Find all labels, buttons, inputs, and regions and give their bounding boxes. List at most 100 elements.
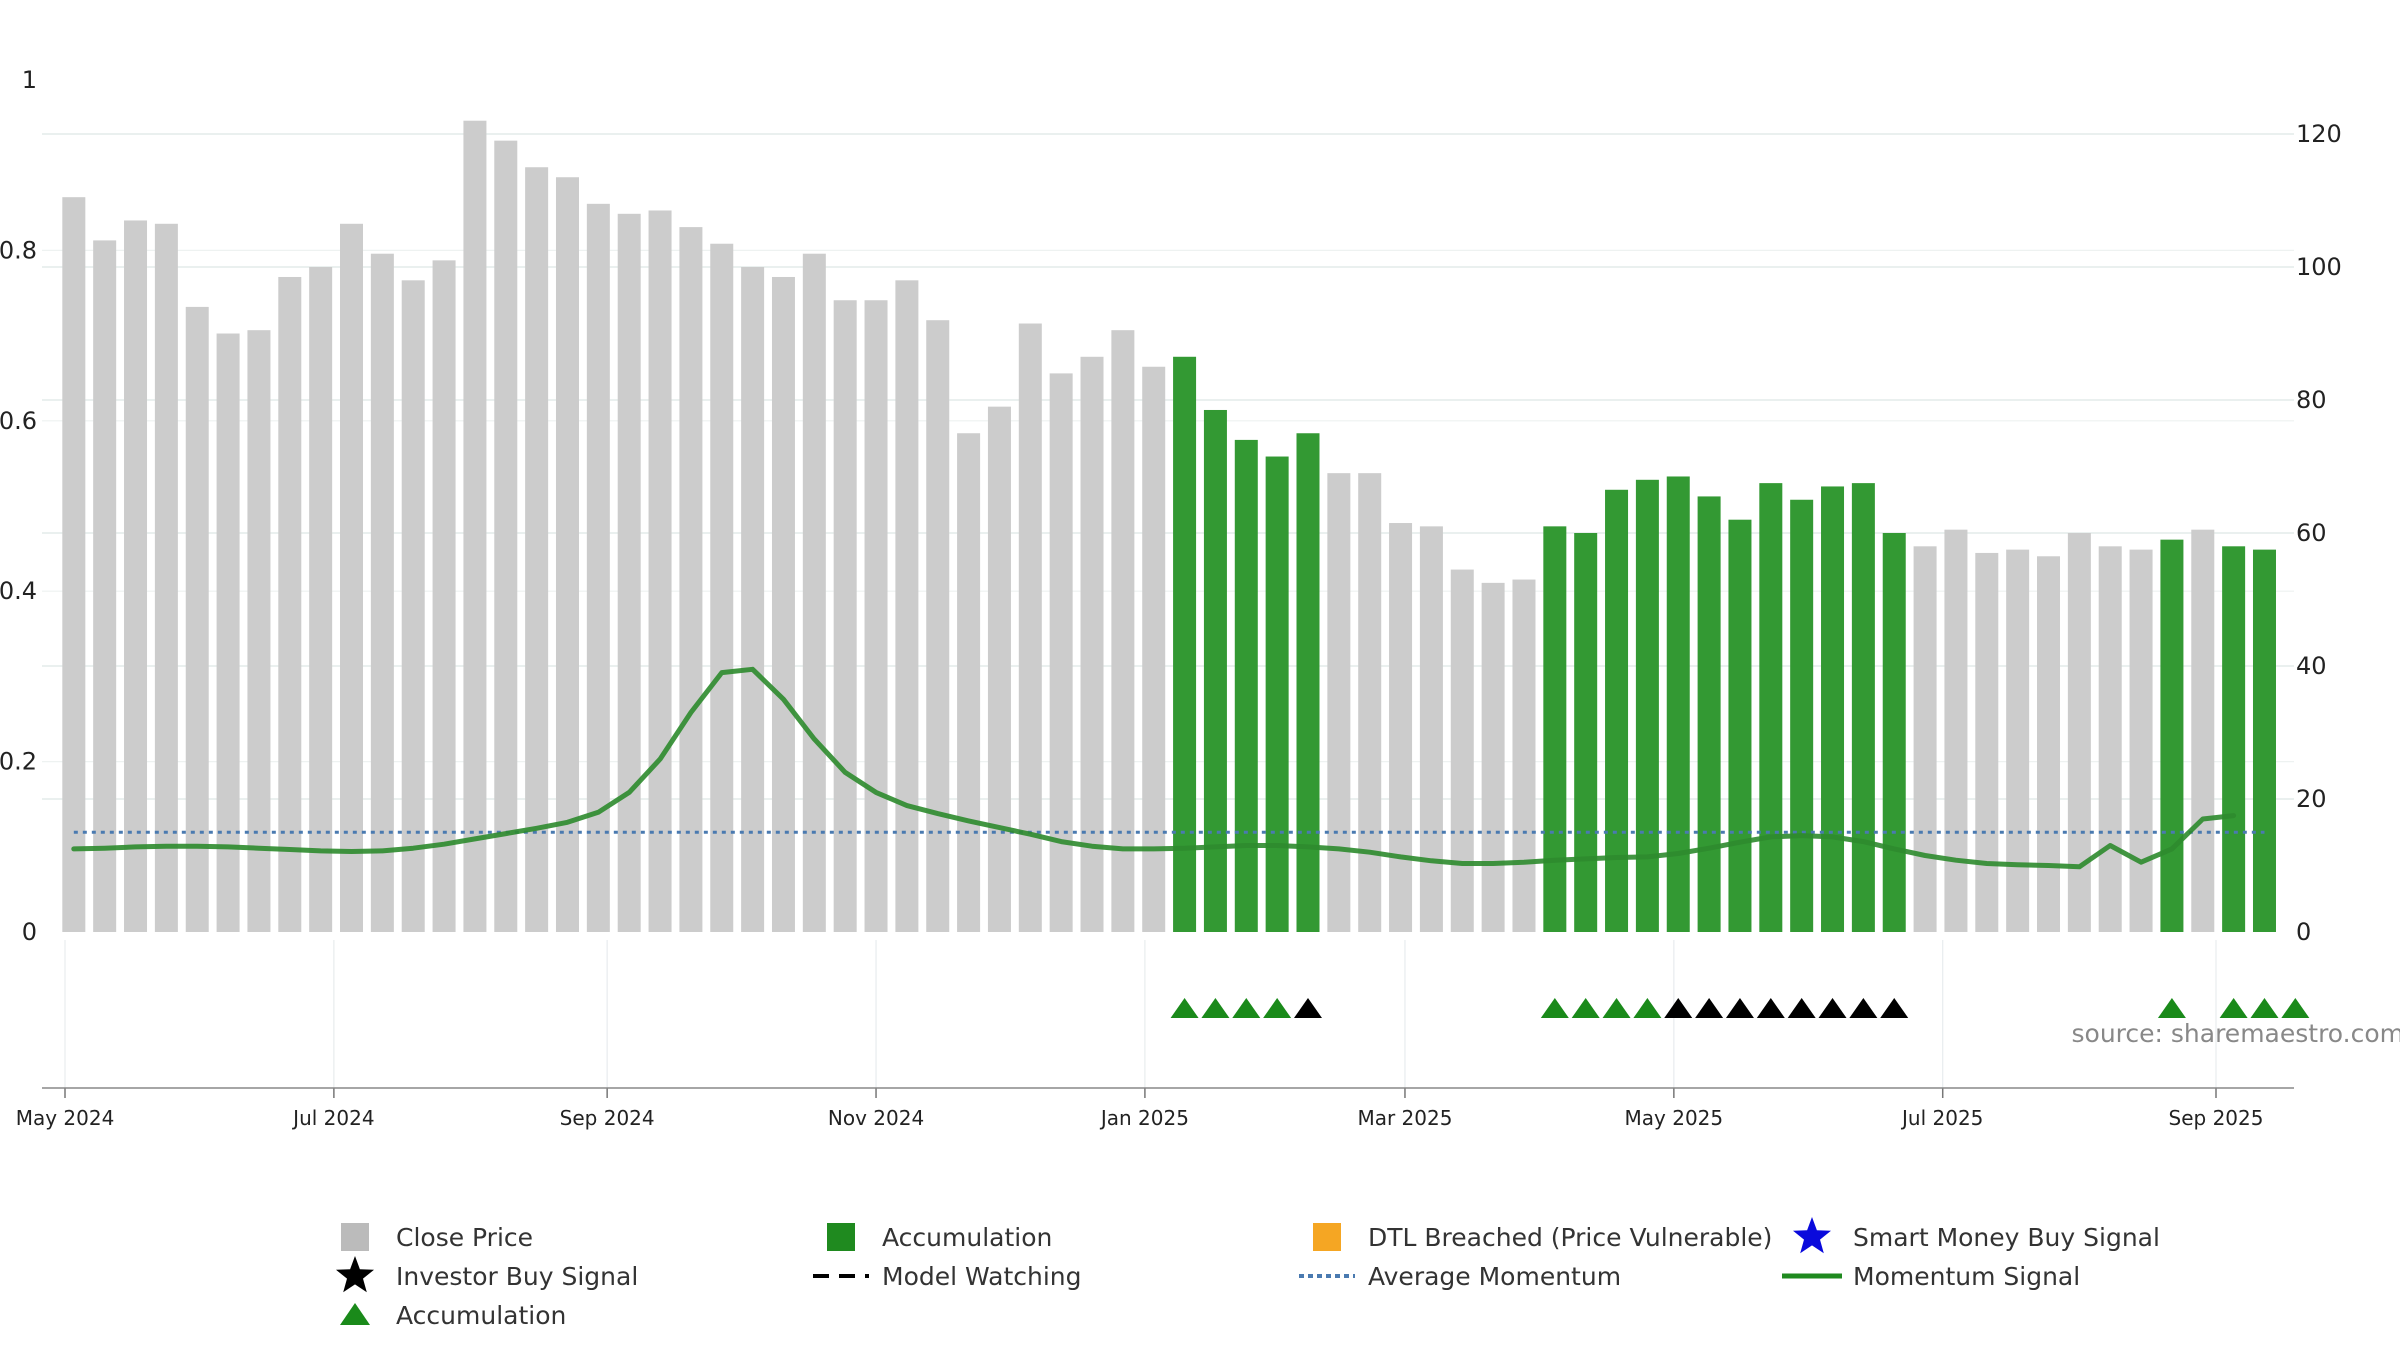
close-price-bar: [833, 300, 857, 932]
close-price-bar: [957, 433, 981, 932]
legend-label: Accumulation: [396, 1301, 566, 1330]
close-price-bar: [216, 333, 240, 932]
accumulation-triangle: [1232, 998, 1261, 1018]
close-price-bar: [154, 223, 178, 932]
left-tick-label: 0.8: [0, 236, 37, 264]
momentum-signal-line: [71, 666, 2237, 870]
investor-buy-triangle: [1293, 998, 1322, 1018]
legend-star-icon: [336, 1256, 374, 1293]
close-price-bar: [185, 306, 209, 932]
accumulation-triangle: [1571, 998, 1600, 1018]
accumulation-bar: [1882, 533, 1906, 932]
accumulation-bar: [1265, 456, 1289, 932]
close-price-bar: [1944, 529, 1968, 932]
close-price-bar: [309, 267, 333, 932]
legend-label: Average Momentum: [1368, 1262, 1621, 1291]
close-price-bar: [370, 253, 394, 932]
legend-item: Momentum Signal: [1782, 1262, 2080, 1291]
close-price-bar: [1327, 473, 1351, 932]
legend-item: Close Price: [341, 1223, 533, 1252]
accumulation-bar: [1666, 476, 1690, 932]
close-price-bar: [1913, 546, 1937, 932]
close-price-bar: [987, 406, 1011, 932]
legend-item: Investor Buy Signal: [336, 1256, 638, 1293]
accumulation-triangle: [2219, 998, 2248, 1018]
accumulation-bar: [1296, 433, 1320, 932]
left-tick-label: 0: [22, 918, 37, 946]
momentum-lines: [71, 666, 2265, 870]
close-price-bar: [679, 227, 703, 933]
accumulation-bar: [2222, 546, 2246, 932]
legend-triangle-icon: [340, 1303, 370, 1325]
close-price-bar: [525, 167, 549, 932]
legend-square-icon: [827, 1223, 855, 1251]
close-price-bar: [741, 267, 765, 932]
investor-buy-triangle: [1756, 998, 1785, 1018]
close-price-bar: [2006, 549, 2030, 932]
legend-star-icon: [1793, 1217, 1831, 1254]
close-price-bar: [1512, 579, 1536, 932]
close-price-bar: [1080, 356, 1104, 932]
right-tick-label: 80: [2296, 386, 2327, 414]
close-price-bar: [1419, 526, 1443, 932]
accumulation-bar: [1635, 479, 1659, 932]
right-tick-label: 40: [2296, 652, 2327, 680]
accumulation-triangle: [2281, 998, 2310, 1018]
close-price-bar: [617, 213, 641, 933]
legend-label: Accumulation: [882, 1223, 1052, 1252]
close-price-bar: [586, 203, 610, 932]
x-tick-label: Jan 2025: [1099, 1106, 1189, 1130]
close-price-bar: [2098, 546, 2122, 932]
source-credit: source: sharemaestro.com: [2072, 1019, 2400, 1048]
close-price-bar: [1111, 330, 1135, 932]
x-tick-label: Nov 2024: [828, 1106, 924, 1130]
close-price-bar: [1389, 523, 1413, 932]
accumulation-triangle: [1201, 998, 1230, 1018]
accumulation-triangle: [1263, 998, 1292, 1018]
x-tick-label: Jul 2025: [1900, 1106, 1983, 1130]
legend-label: Close Price: [396, 1223, 533, 1252]
close-price-bar: [463, 120, 487, 932]
legend-label: Smart Money Buy Signal: [1853, 1223, 2160, 1252]
legend: Close Price Accumulation DTL Breached (Pri…: [336, 1217, 2160, 1330]
legend-label: Momentum Signal: [1853, 1262, 2080, 1291]
left-tick-label: 0.2: [0, 748, 37, 776]
left-tick-label: 1: [22, 66, 37, 94]
close-price-bar: [2129, 549, 2153, 932]
close-price-bar: [432, 260, 456, 933]
left-tick-label: 0.6: [0, 407, 37, 435]
accumulation-bar: [1821, 486, 1845, 932]
legend-item: DTL Breached (Price Vulnerable): [1313, 1223, 1772, 1252]
close-price-bar: [124, 220, 148, 932]
right-tick-label: 60: [2296, 519, 2327, 547]
x-tick-label: May 2025: [1625, 1106, 1724, 1130]
legend-square-icon: [341, 1223, 369, 1251]
close-price-bar: [771, 276, 795, 933]
accumulation-triangle: [2250, 998, 2279, 1018]
accumulation-bar: [1543, 526, 1567, 932]
accumulation-triangle: [1540, 998, 1569, 1018]
accumulation-bar: [1173, 356, 1197, 932]
right-tick-label: 100: [2296, 253, 2342, 281]
close-price-bar: [494, 140, 518, 932]
legend-square-icon: [1313, 1223, 1341, 1251]
accumulation-bar: [1203, 409, 1227, 933]
right-tick-label: 0: [2296, 918, 2311, 946]
close-price-bar: [648, 210, 672, 933]
close-price-bar: [247, 330, 271, 932]
left-tick-label: 0.4: [0, 577, 37, 605]
investor-buy-triangle: [1818, 998, 1847, 1018]
signal-markers: [1170, 998, 2310, 1018]
axes: May 2024 Jul 2024 Sep 2024 Nov 2024 Jan 2025…: [0, 66, 2342, 1130]
close-price-bar: [864, 300, 888, 932]
accumulation-bar: [2160, 539, 2184, 932]
accumulation-bar: [2252, 549, 2276, 932]
close-price-bar: [710, 243, 734, 933]
accumulation-bar: [1851, 483, 1875, 932]
accumulation-bar: [1759, 483, 1783, 932]
close-price-bar: [62, 197, 86, 933]
x-tick-label: Sep 2024: [560, 1106, 655, 1130]
accumulation-triangle: [1633, 998, 1662, 1018]
investor-buy-triangle: [1880, 998, 1909, 1018]
